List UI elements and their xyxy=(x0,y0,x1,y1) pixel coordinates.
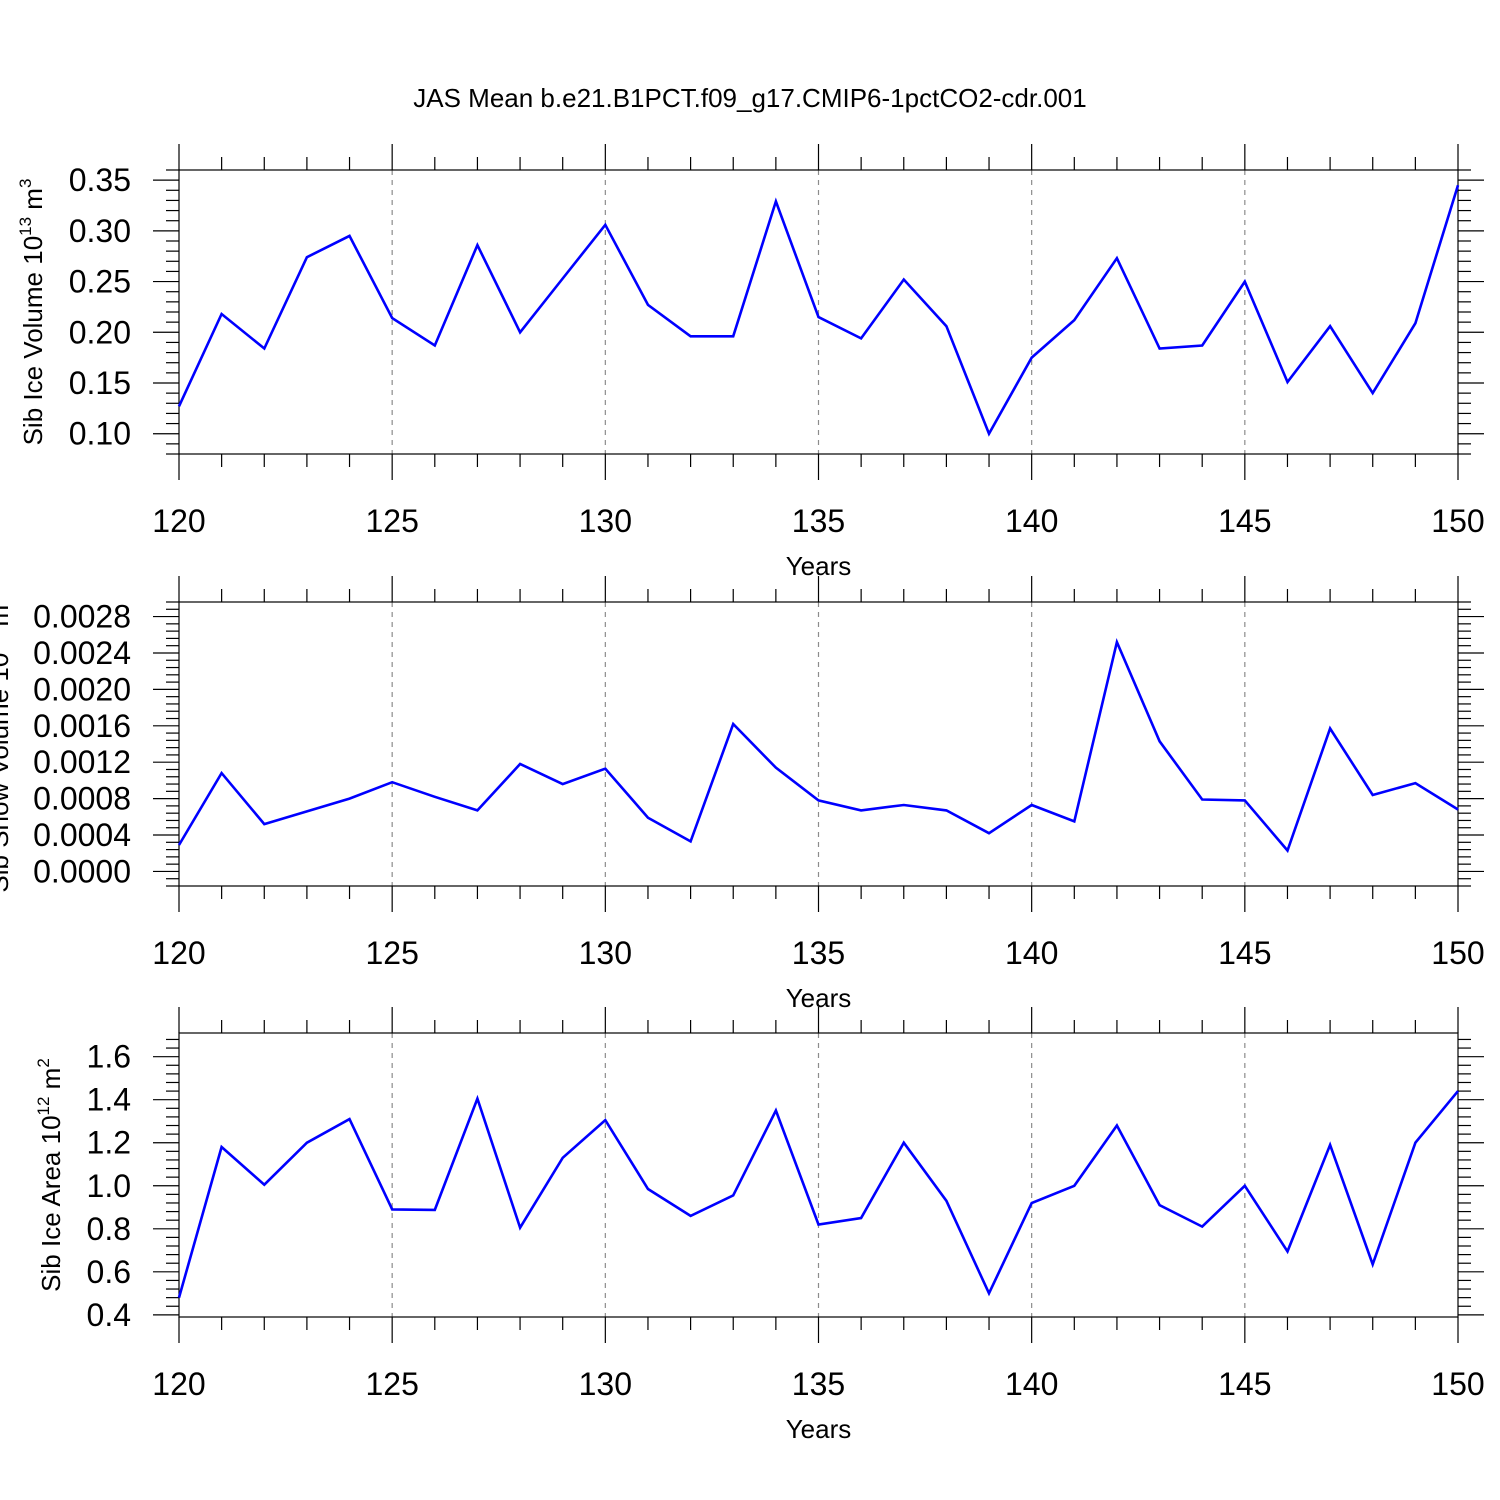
x-axis-title: Years xyxy=(786,1414,852,1444)
y-axis-title: Sib Ice Area 1012 m2 xyxy=(34,1058,66,1292)
y-axis-title-part: m xyxy=(18,188,48,217)
y-tick-label: 0.0000 xyxy=(33,853,131,889)
series-line xyxy=(177,1090,1460,1298)
x-tick-label: 130 xyxy=(579,935,632,971)
x-tick-label: 130 xyxy=(579,503,632,539)
x-tick-label: 140 xyxy=(1005,1366,1058,1402)
y-tick-label: 0.25 xyxy=(69,264,131,300)
y-tick-label: 0.8 xyxy=(87,1211,131,1247)
y-axis-title-superscript: 13 xyxy=(16,217,35,236)
y-tick-label: 1.0 xyxy=(87,1168,131,1204)
y-axis-title-part: m xyxy=(0,605,14,634)
y-axis-title-superscript: 3 xyxy=(0,595,1,604)
y-tick-label: 0.15 xyxy=(69,365,131,401)
y-tick-label: 1.4 xyxy=(87,1082,131,1118)
x-tick-label: 125 xyxy=(365,503,418,539)
y-tick-label: 0.4 xyxy=(87,1297,131,1333)
x-tick-label: 140 xyxy=(1005,935,1058,971)
x-tick-label: 140 xyxy=(1005,503,1058,539)
x-tick-label: 150 xyxy=(1431,1366,1484,1402)
y-tick-label: 0.0016 xyxy=(33,708,131,744)
y-tick-label: 0.20 xyxy=(69,314,131,350)
x-tick-label: 120 xyxy=(152,935,205,971)
y-axis-title-superscript: 3 xyxy=(16,179,35,188)
x-tick-label: 145 xyxy=(1218,503,1271,539)
y-axis-title-superscript: 12 xyxy=(34,1097,53,1116)
panel-ice-area: 120 125 130 135 140 145 150 0.4 0.6 0.8 1.0 1.2 1.4 1… xyxy=(34,1007,1485,1444)
panel-snow-volume: 120 125 130 135 140 145 1500.00000.00040.00080… xyxy=(0,576,1485,1013)
series-line xyxy=(177,637,1459,854)
y-axis-title-superscript: 2 xyxy=(34,1058,53,1067)
panel-ice-volume: 120 125 130 135 140 145 150 0.10 0.15 0.20 0.25 0.3… xyxy=(16,144,1485,581)
y-tick-label: 0.0008 xyxy=(33,781,131,817)
y-tick-label: 0.0020 xyxy=(33,671,131,707)
y-tick-label: 0.10 xyxy=(69,416,131,452)
y-axis-title-part: m xyxy=(36,1068,66,1097)
y-axis-title: Sib Ice Volume 1013 m3 xyxy=(16,179,48,446)
y-tick-label: 0.0004 xyxy=(33,817,131,853)
y-tick-label: 0.30 xyxy=(69,213,131,249)
y-axis-title-part: Sib Ice Area 10 xyxy=(36,1115,66,1291)
y-axis-title-part: Sib Snow Volume 10 xyxy=(0,653,14,893)
x-tick-label: 135 xyxy=(792,1366,845,1402)
x-tick-label: 135 xyxy=(792,503,845,539)
y-tick-label: 0.0024 xyxy=(33,635,131,671)
y-tick-label: 0.0012 xyxy=(33,744,131,780)
x-tick-label: 135 xyxy=(792,935,845,971)
y-axis-title-part: Sib Ice Volume 10 xyxy=(18,236,48,446)
y-axis-title: Sib Snow Volume 1013 m3 xyxy=(0,595,14,892)
x-tick-label: 130 xyxy=(579,1366,632,1402)
y-tick-label: 0.6 xyxy=(87,1254,131,1290)
figure-title: JAS Mean b.e21.B1PCT.f09_g17.CMIP6-1pctC… xyxy=(413,83,1086,113)
y-tick-label: 1.6 xyxy=(87,1039,131,1075)
y-axis-title-superscript: 13 xyxy=(0,634,1,653)
x-tick-label: 150 xyxy=(1431,935,1484,971)
x-tick-label: 150 xyxy=(1431,503,1484,539)
y-tick-label: 1.2 xyxy=(87,1125,131,1161)
x-tick-label: 125 xyxy=(365,1366,418,1402)
y-tick-label: 0.35 xyxy=(69,162,131,198)
y-tick-label: 0.0028 xyxy=(33,599,131,635)
x-tick-label: 145 xyxy=(1218,1366,1271,1402)
x-tick-label: 120 xyxy=(152,1366,205,1402)
series-line xyxy=(177,184,1460,437)
x-tick-label: 120 xyxy=(152,503,205,539)
x-tick-label: 145 xyxy=(1218,935,1271,971)
x-tick-label: 125 xyxy=(365,935,418,971)
